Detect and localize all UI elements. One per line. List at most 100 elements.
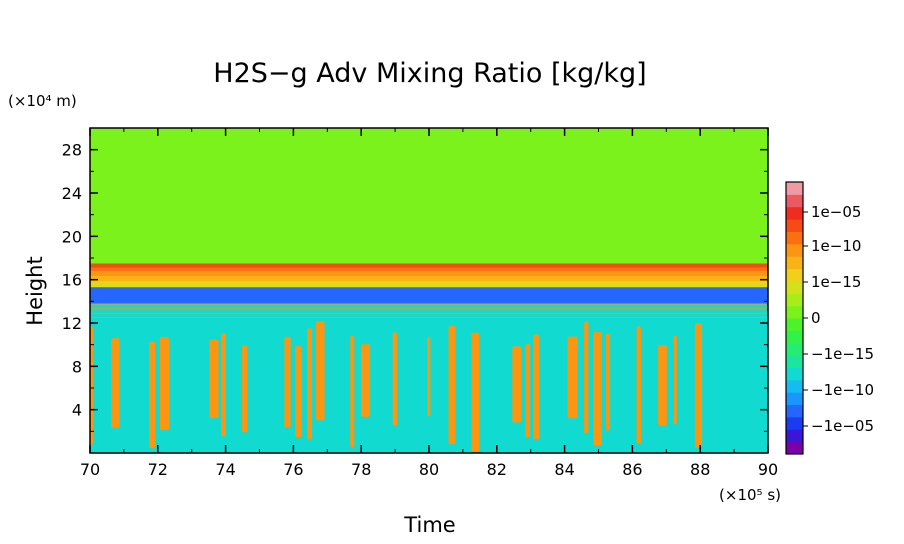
field-streak [111,338,120,428]
colorbar-swatch [786,404,803,418]
colorbar-swatch [786,256,803,270]
field-streak [533,334,540,439]
field-region-0 [90,128,768,264]
field-streak [159,336,170,430]
field-region-1-band [90,277,768,280]
field-streak [315,320,325,421]
colorbar-swatch [786,429,803,443]
field-region-1-band [90,283,768,287]
colorbar-swatch [786,367,803,381]
y-tick-label: 8 [72,357,82,376]
field-streak [350,335,355,448]
heatmap-field [90,128,768,453]
colorbar-swatch [786,416,803,430]
field-region-1-band [90,268,768,271]
colorbar-tick-label: 1e−10 [811,237,861,255]
colorbar-tick-label: −1e−05 [811,417,874,435]
field-streak [636,326,641,444]
field-streak [512,346,522,423]
x-tick-label: 90 [758,460,778,479]
y-axis: 4 8 12 16 20 24 28 [62,141,768,432]
field-streak [149,341,156,449]
colorbar-tick-label: 1e−05 [811,203,861,221]
field-streak [220,332,226,437]
colorbar-swatch [786,219,803,232]
field-streak [448,325,456,445]
colorbar-swatch [786,293,803,307]
colorbar-swatch [786,305,803,319]
colorbar-tick-label: 0 [811,309,821,327]
y-tick-label: 20 [62,227,82,246]
x-tick-label: 80 [419,460,439,479]
y-axis-label: Height [23,256,47,325]
field-streak [307,328,313,440]
field-streak [295,345,302,438]
colorbar-swatch [786,231,803,245]
field-region-3-stripe [90,308,768,310]
colorbar-swatch [786,379,803,393]
x-tick-label: 72 [148,460,168,479]
colorbar-tick-label: 1e−15 [811,273,861,291]
colorbar-swatch [786,355,803,368]
field-streak [284,336,291,428]
y-tick-label: 24 [62,184,82,203]
colorbar-swatch [786,330,803,344]
x-tick-label: 88 [690,460,710,479]
field-streak [471,332,480,452]
field-streak [360,344,371,417]
field-streak [242,345,248,433]
x-unit-label: (×10⁵ s) [719,486,781,504]
field-streak [673,335,677,425]
field-region-3-stripe [90,312,768,315]
x-axis-label: Time [403,513,455,537]
colorbar-tick-label: −1e−15 [811,345,874,363]
field-region-1-band [90,285,768,288]
field-region-1-band [90,282,768,285]
chart-title: H2S−g Adv Mixing Ratio [kg/kg] [213,58,646,89]
field-streak [584,321,589,434]
y-tick-label: 12 [62,314,82,333]
field-streak [392,332,398,426]
y-tick-label: 16 [62,271,82,290]
x-axis: 70 72 74 76 78 80 82 84 86 88 90 [80,128,778,479]
y-tick-label: 28 [62,141,82,160]
y-unit-label: (×10⁴ m) [8,92,77,110]
colorbar-swatch [786,342,803,356]
colorbar-swatch [786,392,803,406]
field-streak [209,339,219,418]
colorbar-tick-label: −1e−10 [811,381,874,399]
colorbar-swatch [786,268,803,282]
field-region-1-band [90,263,768,266]
colorbar-swatch [786,318,803,331]
colorbar-swatch [786,206,803,220]
y-tick-label: 4 [72,401,82,420]
field-region-1-band [90,278,768,282]
colorbar-swatch [786,182,803,195]
colorbar-swatch [786,441,803,455]
field-streak [694,323,703,448]
x-tick-label: 70 [80,460,100,479]
field-region-1-band [90,275,768,278]
field-region-3 [90,303,768,318]
x-tick-label: 74 [215,460,235,479]
field-streak [605,333,611,431]
field-streak [427,336,431,417]
x-tick-label: 82 [487,460,507,479]
field-region-1-band [90,271,768,275]
colorbar-swatch [786,194,803,208]
field-region-3-stripe [90,303,768,305]
field-region-2 [90,287,768,304]
colorbar: 1e−05 1e−10 1e−15 0 −1e−15 −1e−10 −1e−05 [785,181,874,455]
field-region-1-band [90,280,768,283]
colorbar-swatch [786,243,803,257]
field-region-1-band [90,273,768,276]
x-tick-label: 84 [554,460,574,479]
colorbar-swatch [786,280,803,294]
x-tick-label: 78 [351,460,371,479]
field-streak [593,332,602,446]
field-streak [658,344,667,426]
field-region-1-band [90,265,768,268]
field-streak [90,326,94,445]
field-region-1-band [90,270,768,273]
